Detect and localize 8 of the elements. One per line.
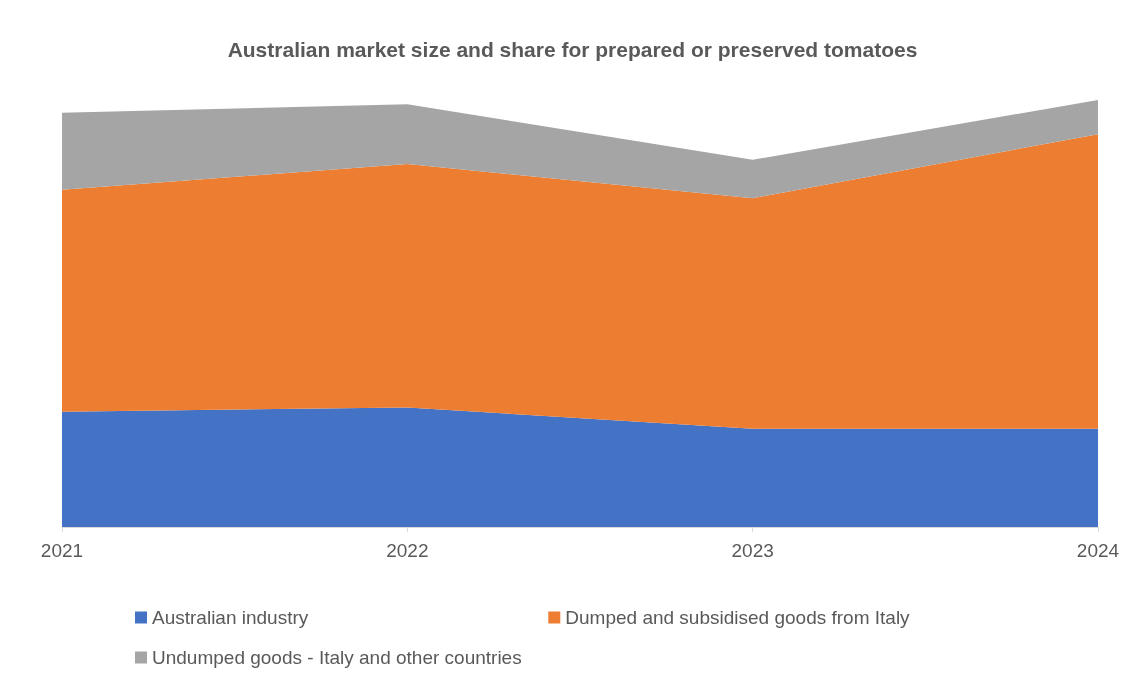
x-tick-label: 2022 [386, 540, 429, 561]
chart-title: Australian market size and share for prepared or preserved tomatoes [227, 38, 918, 61]
legend-label: Undumped goods - Italy and other countries [152, 647, 522, 668]
legend-label: Australian industry [152, 607, 309, 628]
legend-label: Dumped and subsidised goods from Italy [565, 607, 911, 628]
x-tick-label: 2021 [40, 540, 84, 561]
x-tick-label: 2023 [731, 540, 774, 561]
x-tick-label: 2024 [1076, 540, 1120, 561]
